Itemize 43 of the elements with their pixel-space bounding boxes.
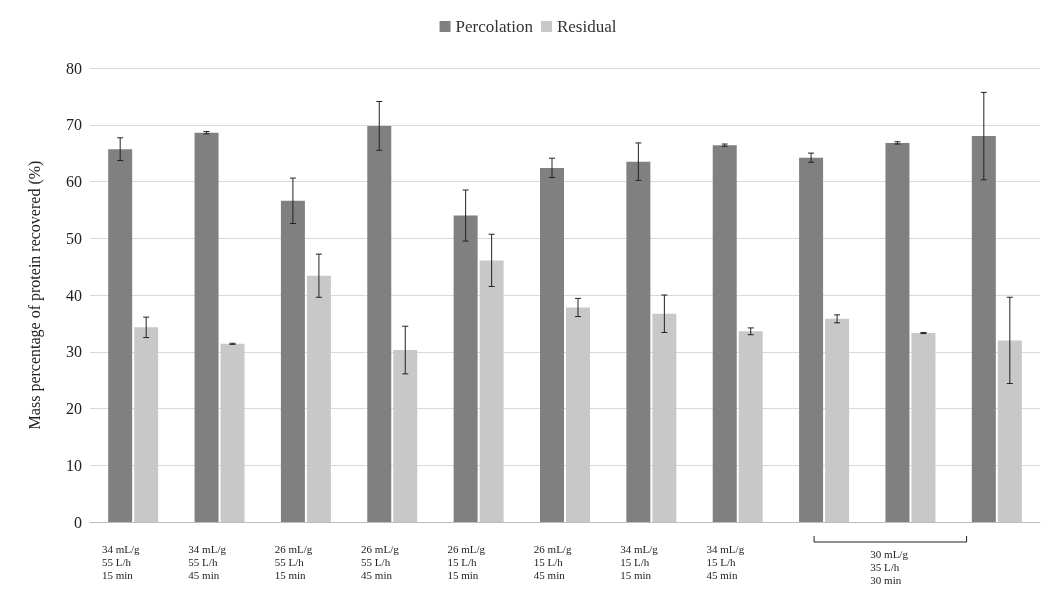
y-tick-label: 70 bbox=[66, 116, 82, 134]
bar bbox=[885, 142, 910, 522]
text: 30 mL/g 35 L/h 30 min bbox=[870, 547, 909, 586]
x-tick-label: 26 mL/g 15 L/h 15 min bbox=[447, 542, 486, 581]
x-tick-label: 34 mL/g 55 L/h 45 min bbox=[188, 542, 227, 581]
bar bbox=[626, 161, 651, 522]
bar bbox=[306, 275, 331, 522]
bar bbox=[220, 343, 245, 522]
y-tick-label: 30 bbox=[66, 343, 82, 361]
bar bbox=[652, 313, 677, 522]
legend-label: Percolation bbox=[455, 17, 534, 36]
legend-label: Residual bbox=[556, 17, 617, 36]
y-axis-title: Mass percentage of protein recovered (%) bbox=[25, 160, 44, 430]
bar bbox=[393, 350, 418, 522]
bar bbox=[738, 331, 763, 522]
y-tick-label: 60 bbox=[66, 173, 82, 190]
bar bbox=[566, 307, 590, 522]
y-tick-label: 0 bbox=[74, 513, 82, 531]
bar bbox=[453, 215, 478, 522]
x-tick-label: 34 mL/g 15 L/h 15 min bbox=[620, 542, 659, 581]
bar bbox=[997, 340, 1022, 522]
bar bbox=[134, 327, 159, 522]
bar bbox=[194, 132, 219, 522]
x-tick-label: 34 mL/g 55 L/h 15 min bbox=[102, 542, 141, 581]
bar bbox=[280, 200, 305, 522]
bar bbox=[367, 125, 392, 522]
bar bbox=[540, 167, 564, 522]
bar bbox=[712, 145, 737, 522]
y-tick-label: 10 bbox=[66, 456, 82, 474]
y-tick-label: 40 bbox=[66, 286, 82, 304]
bar bbox=[479, 260, 504, 522]
x-tick-label: 26 mL/g 55 L/h 15 min bbox=[274, 542, 313, 581]
x-tick-label: 34 mL/g 15 L/h 45 min bbox=[706, 542, 745, 581]
bar bbox=[911, 333, 936, 522]
y-tick-label: 20 bbox=[66, 400, 82, 417]
x-tick-label: 26 mL/g 15 L/h 45 min bbox=[533, 542, 572, 581]
bar bbox=[825, 318, 850, 522]
y-tick-label: 80 bbox=[66, 59, 82, 77]
bar bbox=[971, 136, 996, 522]
bar bbox=[108, 149, 133, 522]
y-tick-label: 50 bbox=[66, 229, 82, 247]
bar bbox=[799, 157, 824, 522]
x-tick-label: 26 mL/g 55 L/h 45 min bbox=[361, 542, 400, 581]
